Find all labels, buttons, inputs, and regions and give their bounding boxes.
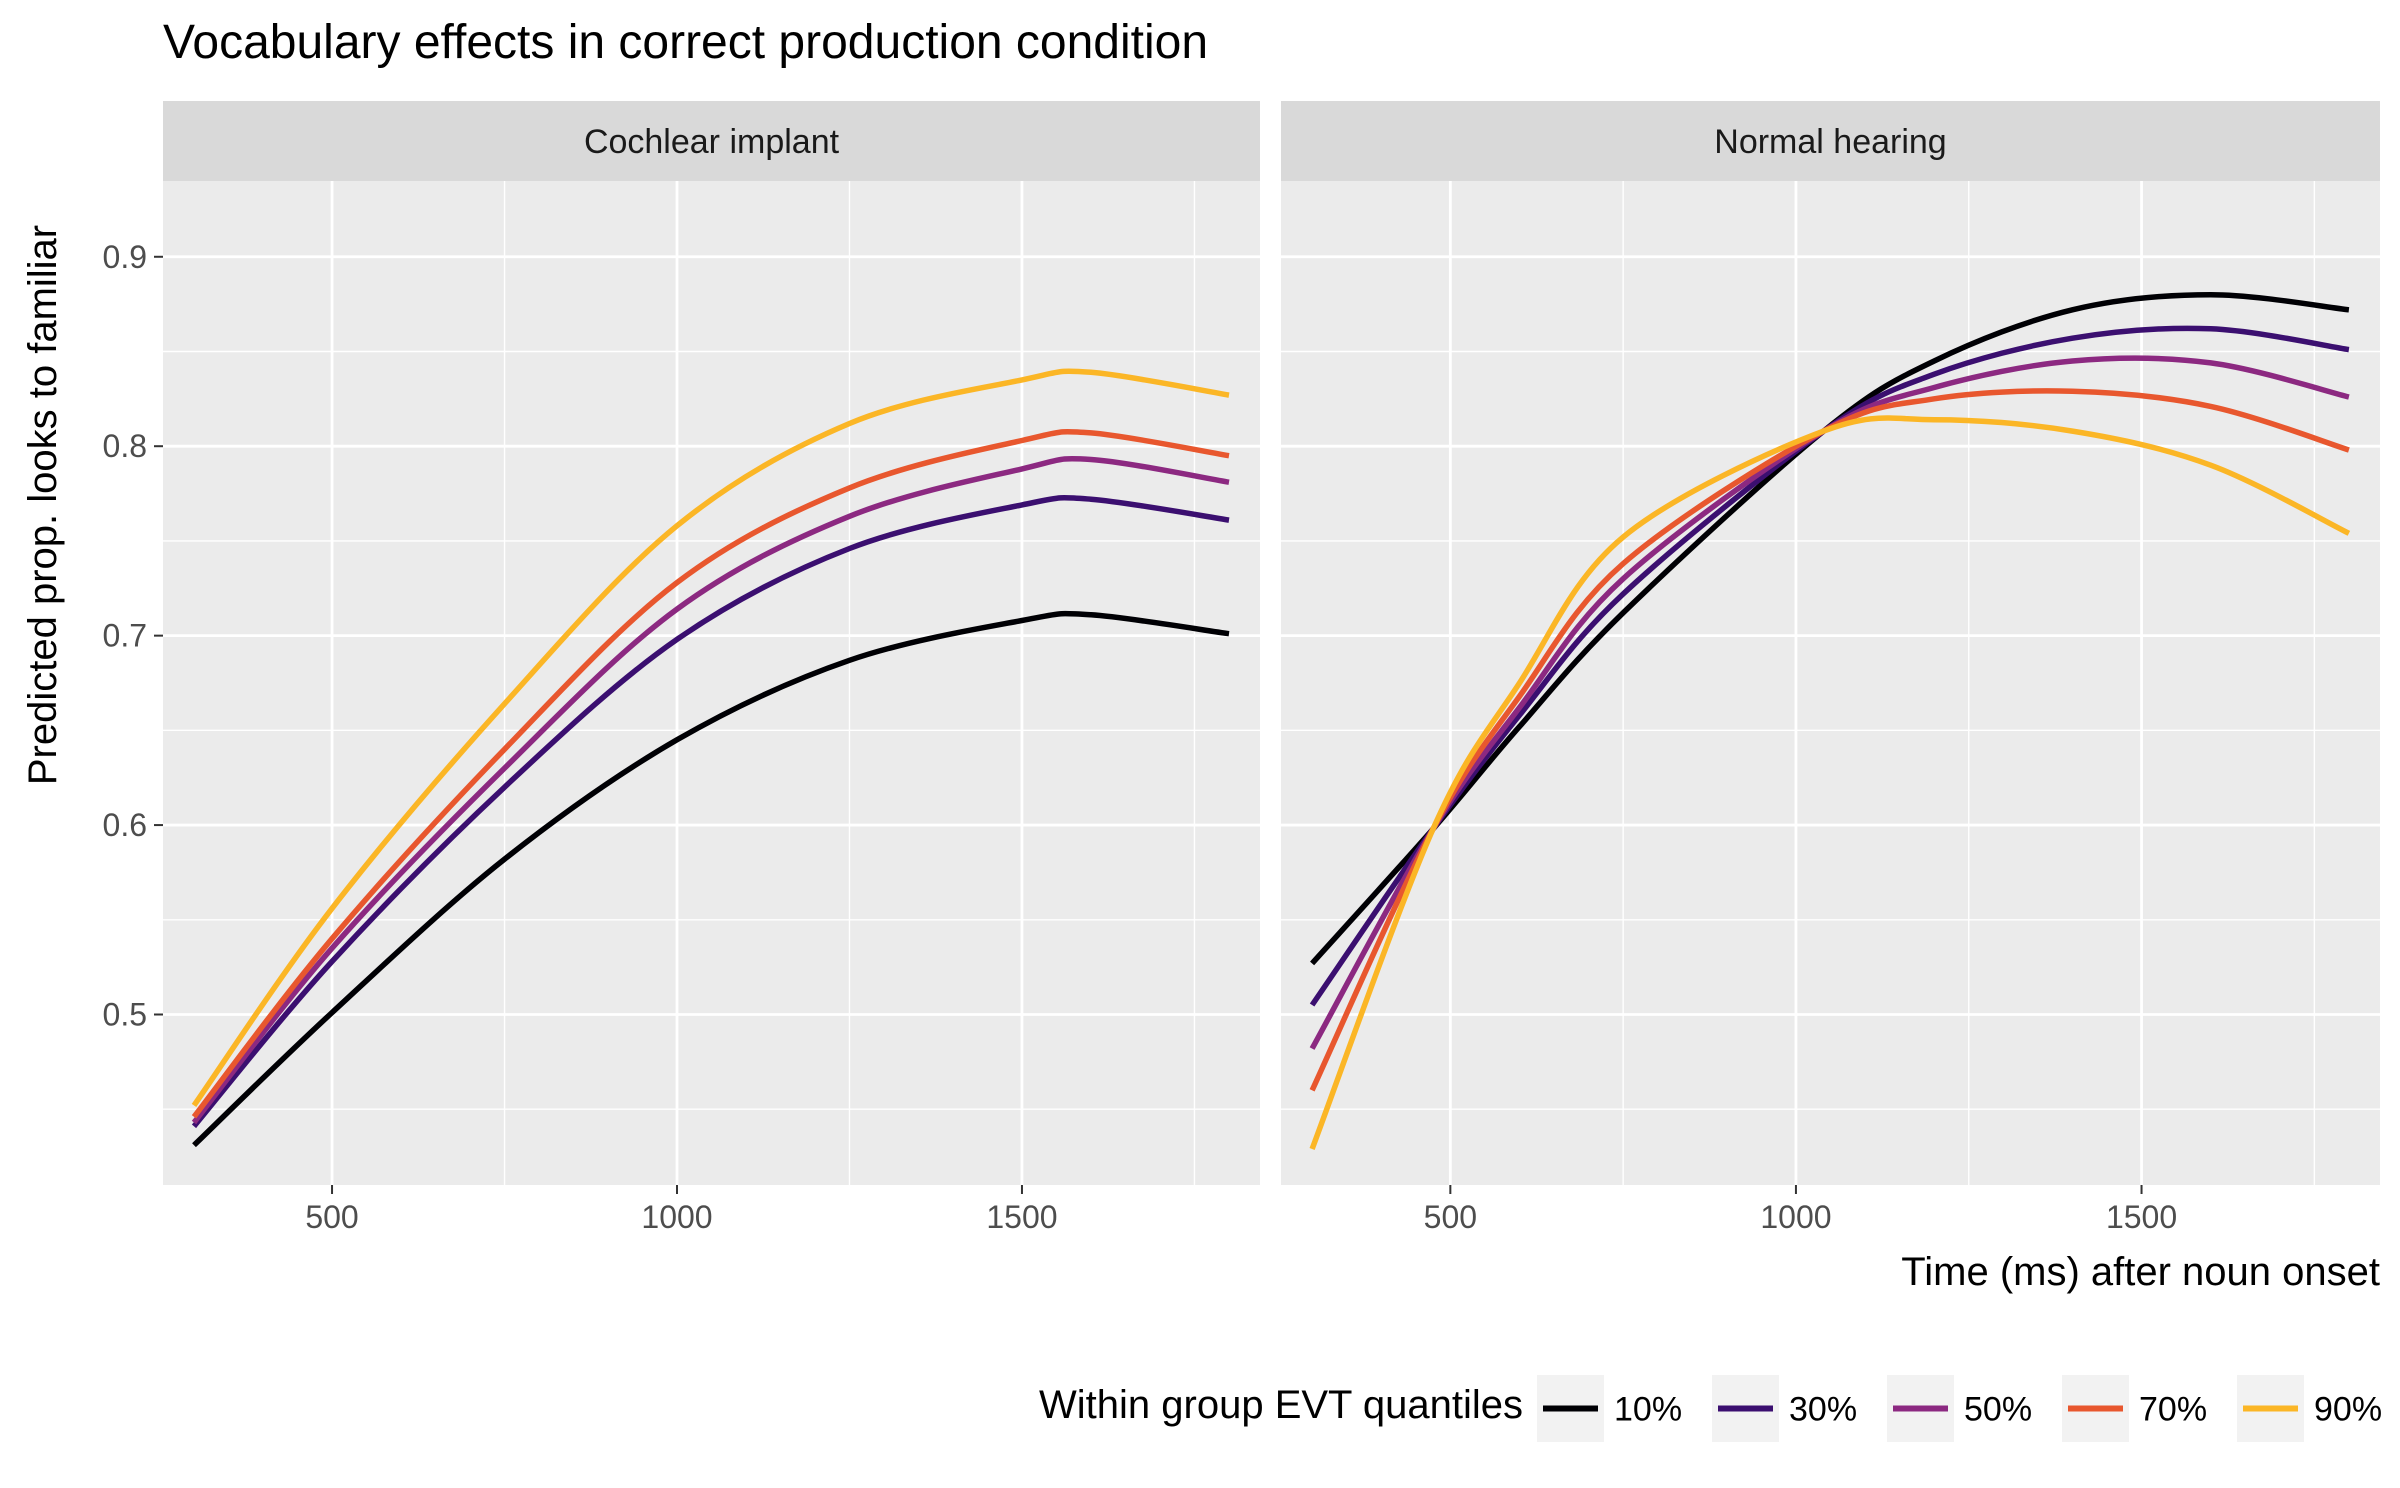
series-line-50pct bbox=[191, 455, 1230, 1125]
x-tick-label: 500 bbox=[1424, 1199, 1477, 1235]
legend-item-90pct: 90% bbox=[2237, 1375, 2382, 1442]
series-line-90pct bbox=[1309, 415, 2351, 1150]
x-axis-label: Time (ms) after noun onset bbox=[1901, 1250, 2380, 1294]
panels-layer: Cochlear implant 500 1000 1500 0.5 0.6 0.7 0.8 0… bbox=[103, 101, 2380, 1235]
series-line-70pct bbox=[191, 428, 1230, 1119]
facet-strip-label: Normal hearing bbox=[1714, 123, 1946, 161]
series-line-30pct bbox=[191, 495, 1230, 1129]
y-tick-label: 0.8 bbox=[103, 428, 147, 464]
x-tick-label: 1000 bbox=[641, 1199, 712, 1235]
legend-label: 50% bbox=[1964, 1391, 2032, 1429]
legend-layer: 10% 30% 50% 70% 90% bbox=[1537, 1375, 2382, 1442]
panel-normal-hearing: Normal hearing 500 1000 1500 bbox=[1281, 101, 2380, 1235]
legend-item-10pct: 10% bbox=[1537, 1375, 1682, 1442]
x-tick-label: 1500 bbox=[986, 1199, 1057, 1235]
legend-title: Within group EVT quantiles bbox=[1039, 1383, 1523, 1427]
legend-item-30pct: 30% bbox=[1712, 1375, 1857, 1442]
panel-background bbox=[1281, 181, 2380, 1185]
chart-title: Vocabulary effects in correct production… bbox=[163, 16, 1208, 69]
panel-background bbox=[163, 181, 1260, 1185]
y-tick-label: 0.9 bbox=[103, 239, 147, 275]
legend-label: 30% bbox=[1789, 1391, 1857, 1429]
x-tick-label: 1500 bbox=[2106, 1199, 2177, 1235]
legend-item-50pct: 50% bbox=[1887, 1375, 2032, 1442]
facet-strip bbox=[163, 101, 1260, 181]
y-tick-label: 0.6 bbox=[103, 807, 147, 843]
facet-strip-label: Cochlear implant bbox=[584, 123, 840, 161]
legend-label: 10% bbox=[1614, 1391, 1682, 1429]
series-line-10pct bbox=[192, 610, 1230, 1148]
legend-label: 70% bbox=[2139, 1391, 2207, 1429]
legend-label: 90% bbox=[2314, 1391, 2382, 1429]
panel-cochlear-implant: Cochlear implant 500 1000 1500 0.5 0.6 0.7 0.8 0… bbox=[103, 101, 1260, 1235]
facet-strip bbox=[1281, 101, 2380, 181]
y-tick-label: 0.7 bbox=[103, 618, 147, 654]
y-tick-label: 0.5 bbox=[103, 997, 147, 1033]
x-tick-label: 1000 bbox=[1760, 1199, 1831, 1235]
series-line-90pct bbox=[191, 368, 1230, 1107]
y-axis-label: Predicted prop. looks to familiar bbox=[21, 225, 65, 785]
x-tick-label: 500 bbox=[305, 1199, 358, 1235]
legend-item-70pct: 70% bbox=[2062, 1375, 2207, 1442]
